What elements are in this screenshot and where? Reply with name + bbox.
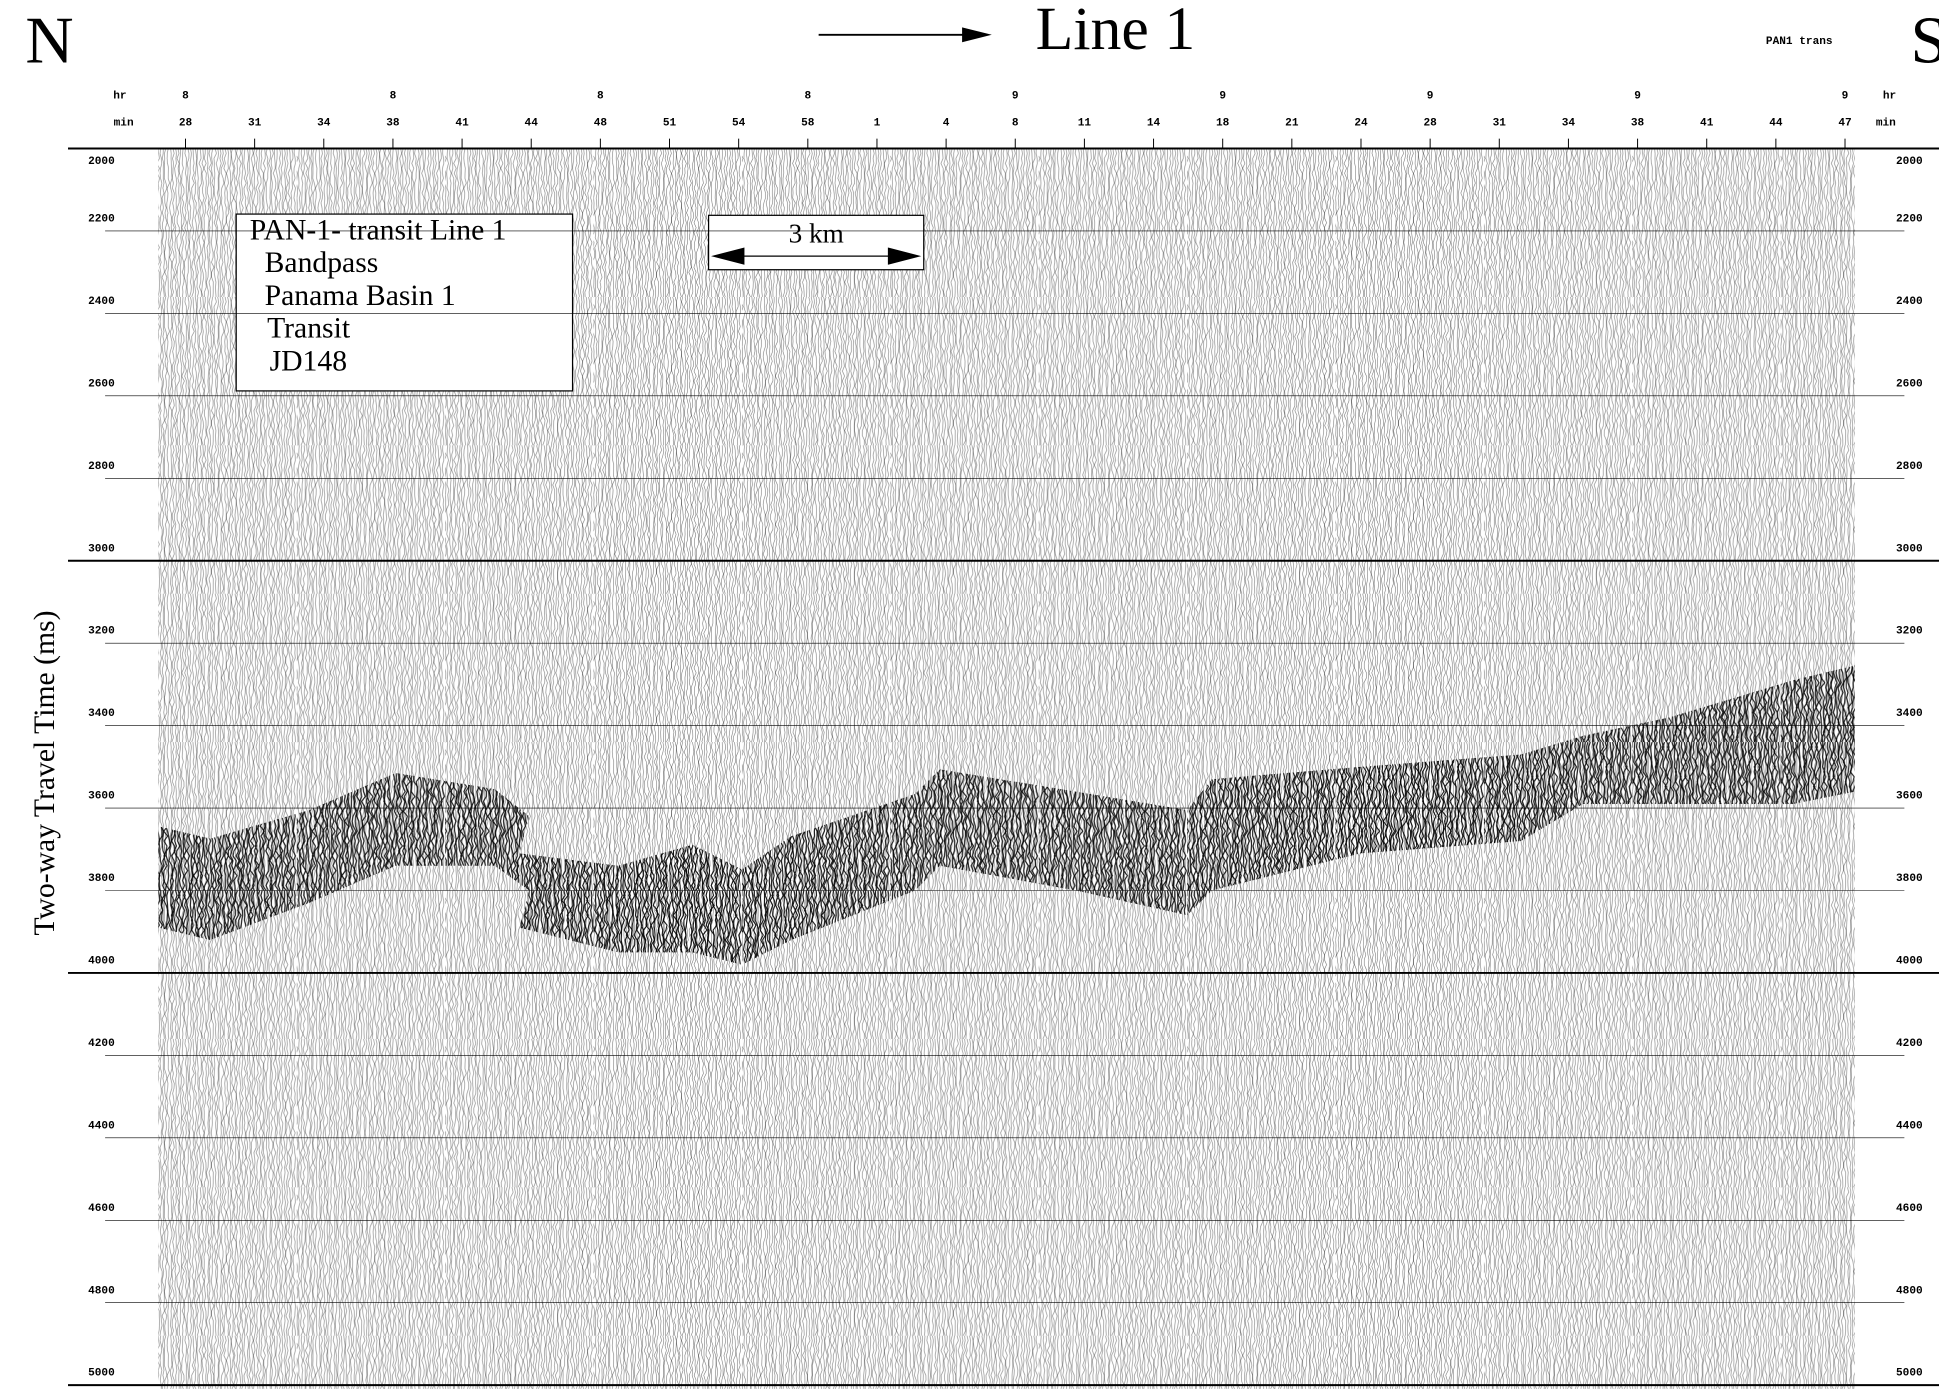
y-tick-label: 3800 [88, 873, 115, 885]
x-tick-label: 4 [943, 118, 950, 130]
y-tick-label: 3200 [88, 626, 115, 638]
y-tick-label: 2200 [1896, 214, 1923, 226]
x-tick-label: 34 [317, 118, 331, 130]
legend-box [235, 213, 574, 392]
hr-label: hr [113, 90, 126, 102]
y-tick-label: 2400 [1896, 296, 1923, 308]
y-tick-label: 4400 [88, 1120, 115, 1132]
y-tick-label: 2800 [1896, 461, 1923, 473]
scale-label: 3 km [789, 219, 844, 249]
x-tick-label: 18 [1216, 118, 1230, 130]
x-tick-label: 51 [663, 118, 677, 130]
y-tick-label: 2600 [1896, 378, 1923, 390]
y-tick-label: 3600 [88, 791, 115, 803]
x-tick-label: 34 [1562, 118, 1576, 130]
y-tick-label: 5000 [1896, 1368, 1923, 1380]
tag: PAN1 trans [1766, 36, 1833, 48]
hour-label: 8 [804, 90, 811, 102]
south-label: S [1911, 4, 1939, 77]
x-tick-label: 1 [874, 118, 881, 130]
y-tick-label: 5000 [88, 1368, 115, 1380]
legend-text: Transit [267, 313, 351, 345]
y-tick-label: 4600 [1896, 1203, 1923, 1215]
y-tick-label: 4600 [88, 1203, 115, 1215]
hour-label: 8 [597, 90, 604, 102]
y-tick-label: 3000 [88, 543, 115, 555]
hour-label: 9 [1634, 90, 1641, 102]
y-tick-label: 2600 [88, 378, 115, 390]
x-tick-label: 8 [1012, 118, 1019, 130]
hour-label: 8 [182, 90, 189, 102]
north-label: N [25, 4, 73, 77]
x-tick-label: 28 [179, 118, 193, 130]
y-tick-label: 3800 [1896, 873, 1923, 885]
y-tick-label: 4200 [1896, 1038, 1923, 1050]
y-tick-label: 3000 [1896, 543, 1923, 555]
x-tick-label: 47 [1838, 118, 1851, 130]
y-tick-label: 2000 [1896, 156, 1923, 168]
x-tick-label: 28 [1423, 118, 1437, 130]
y-tick-label: 2800 [88, 461, 115, 473]
x-tick-label: 14 [1147, 118, 1161, 130]
hour-label: 9 [1427, 90, 1434, 102]
reflector [158, 665, 1855, 965]
min-label: min [1876, 118, 1896, 130]
x-tick-label: 48 [594, 118, 608, 130]
legend-text: JD148 [270, 346, 347, 378]
x-tick-label: 11 [1078, 118, 1092, 130]
legend-text: Panama Basin 1 [265, 280, 456, 312]
x-tick-label: 24 [1354, 118, 1368, 130]
x-tick-label: 44 [1769, 118, 1783, 130]
x-tick-label: 54 [732, 118, 746, 130]
y-tick-label: 3200 [1896, 626, 1923, 638]
min-label: min [114, 118, 134, 130]
y-tick-label: 2000 [88, 156, 115, 168]
y-tick-label: 3400 [88, 708, 115, 720]
x-tick-label: 38 [386, 118, 400, 130]
chart-title: Line 1 [1036, 0, 1196, 63]
y-tick-label: 4400 [1896, 1120, 1923, 1132]
x-tick-label: 31 [1493, 118, 1507, 130]
hr-label: hr [1883, 90, 1896, 102]
y-tick-label: 4800 [88, 1285, 115, 1297]
x-tick-label: 58 [801, 118, 815, 130]
x-tick-label: 21 [1285, 118, 1299, 130]
hour-label: 8 [390, 90, 397, 102]
hour-label: 9 [1012, 90, 1019, 102]
y-tick-label: 2200 [88, 214, 115, 226]
y-tick-label: 3400 [1896, 708, 1923, 720]
hour-label: 9 [1219, 90, 1226, 102]
y-axis-title: Two-way Travel Time (ms) [29, 611, 61, 936]
arrow-head [962, 27, 992, 43]
x-tick-label: 44 [525, 118, 539, 130]
x-tick-label: 31 [248, 118, 262, 130]
legend-text: PAN-1- transit Line 1 [250, 214, 507, 246]
y-tick-label: 3600 [1896, 791, 1923, 803]
legend-text: Bandpass [265, 247, 379, 279]
x-tick-label: 41 [1700, 118, 1714, 130]
x-tick-label: 38 [1631, 118, 1645, 130]
hour-label: 9 [1842, 90, 1849, 102]
x-tick-label: 41 [455, 118, 469, 130]
y-tick-label: 4800 [1896, 1285, 1923, 1297]
y-tick-label: 4000 [1896, 956, 1923, 968]
y-tick-label: 4000 [88, 956, 115, 968]
y-tick-label: 4200 [88, 1038, 115, 1050]
y-tick-label: 2400 [88, 296, 115, 308]
